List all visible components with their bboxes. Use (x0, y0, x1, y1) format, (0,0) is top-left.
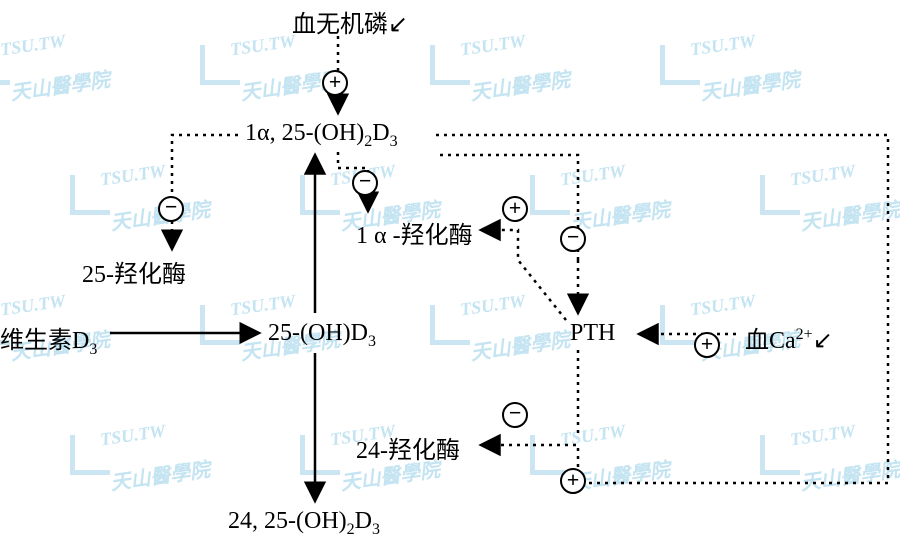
suffix: ↙ (388, 11, 408, 38)
label: 1 α -羟化酶 (356, 223, 473, 249)
sign-plus-1 (322, 70, 348, 96)
label: 24, 25-(OH) (228, 508, 347, 534)
sign-plus-6 (694, 332, 720, 358)
sub2: 3 (390, 133, 398, 150)
label: 1α, 25-(OH) (245, 120, 364, 146)
node-24-25-ohd3: 24, 25-(OH)2D3 (228, 508, 380, 539)
node-24-hydroxylase: 24-羟化酶 (356, 430, 460, 465)
suffix: ↙ (813, 327, 833, 354)
label: 维生素D (0, 328, 89, 354)
sign-plus-8 (560, 468, 586, 494)
label: 25-羟化酶 (82, 262, 186, 288)
sub: 3 (368, 333, 376, 350)
label: PTH (570, 320, 615, 346)
label: 血无机磷 (292, 12, 388, 38)
node-25ohd3: 25-(OH)D3 (268, 320, 376, 351)
sign-minus-5 (560, 226, 586, 252)
sign-minus-2 (158, 196, 184, 222)
label: 25-(OH)D (268, 320, 368, 346)
tail: D (355, 508, 372, 534)
node-calcitriol: 1α, 25-(OH)2D3 (245, 120, 398, 151)
label: 血Ca (745, 328, 796, 354)
node-vitamin-d3: 维生素D3 (0, 320, 97, 359)
node-blood-phosphate: 血无机磷↙ (292, 4, 408, 39)
sign-minus-7 (502, 402, 528, 428)
node-25-hydroxylase: 25-羟化酶 (82, 254, 186, 289)
sub: 2 (347, 521, 355, 538)
node-pth: PTH (570, 320, 615, 347)
node-blood-ca: 血Ca2+↙ (745, 320, 833, 355)
node-1a-hydroxylase: 1 α -羟化酶 (356, 215, 473, 250)
sign-plus-4 (502, 196, 528, 222)
sign-minus-3 (352, 170, 378, 196)
tail: D (372, 120, 389, 146)
sup: 2+ (796, 326, 813, 343)
sub2: 3 (372, 521, 380, 538)
label: 24-羟化酶 (356, 438, 460, 464)
sub: 3 (89, 341, 97, 358)
